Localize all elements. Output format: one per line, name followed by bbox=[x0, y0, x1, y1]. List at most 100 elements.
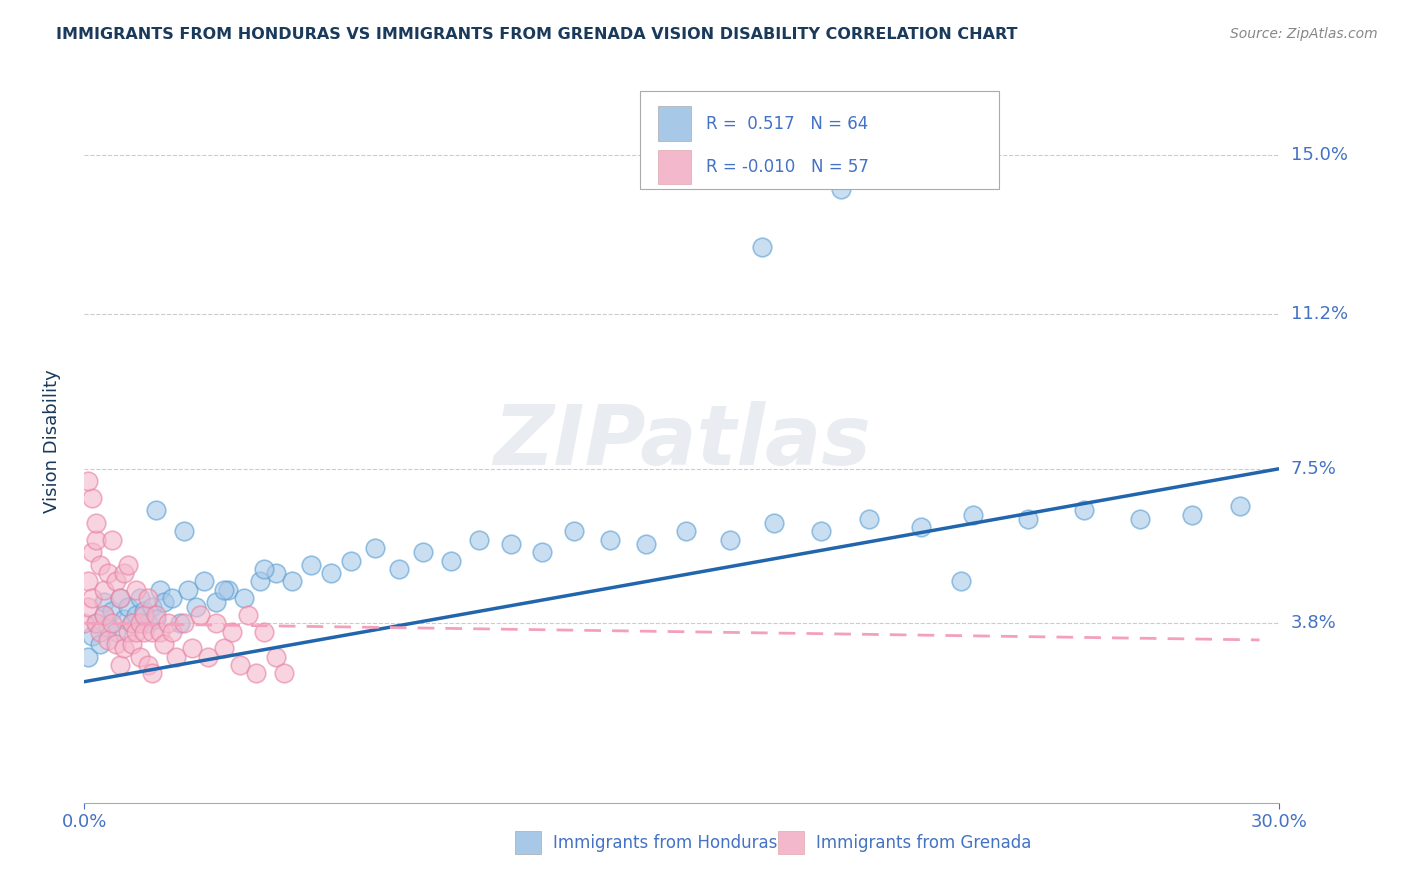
Point bbox=[177, 582, 200, 597]
Point bbox=[1018, 512, 1040, 526]
Point bbox=[197, 649, 219, 664]
Point bbox=[129, 616, 152, 631]
Point bbox=[112, 566, 135, 580]
Point bbox=[82, 545, 104, 559]
Point bbox=[112, 641, 135, 656]
Text: 11.2%: 11.2% bbox=[1291, 305, 1348, 323]
Point bbox=[221, 624, 243, 639]
Point bbox=[101, 604, 124, 618]
Point bbox=[145, 503, 167, 517]
Point bbox=[86, 616, 108, 631]
Point bbox=[962, 508, 984, 522]
Point bbox=[212, 582, 235, 597]
Point bbox=[86, 533, 108, 547]
Point bbox=[184, 599, 207, 614]
Point bbox=[89, 624, 111, 639]
Point bbox=[136, 657, 159, 672]
Point bbox=[212, 641, 235, 656]
Point bbox=[141, 624, 163, 639]
Point bbox=[121, 616, 143, 631]
Y-axis label: Vision Disability: Vision Disability bbox=[42, 369, 60, 514]
Point bbox=[121, 616, 143, 631]
Point bbox=[236, 607, 259, 622]
Text: R =  0.517   N = 64: R = 0.517 N = 64 bbox=[706, 115, 868, 133]
Point bbox=[440, 553, 463, 567]
Point bbox=[110, 591, 132, 606]
Point bbox=[1073, 503, 1095, 517]
Point bbox=[89, 558, 111, 572]
Point bbox=[97, 632, 120, 647]
Point bbox=[321, 566, 343, 580]
Point bbox=[160, 624, 183, 639]
Point bbox=[301, 558, 323, 572]
FancyBboxPatch shape bbox=[515, 831, 541, 855]
Text: Source: ZipAtlas.com: Source: ZipAtlas.com bbox=[1230, 27, 1378, 41]
Point bbox=[149, 582, 172, 597]
Point bbox=[232, 591, 254, 606]
Text: 7.5%: 7.5% bbox=[1291, 459, 1337, 478]
Point bbox=[117, 599, 139, 614]
Point bbox=[93, 607, 115, 622]
Point bbox=[132, 624, 156, 639]
Text: IMMIGRANTS FROM HONDURAS VS IMMIGRANTS FROM GRENADA VISION DISABILITY CORRELATIO: IMMIGRANTS FROM HONDURAS VS IMMIGRANTS F… bbox=[56, 27, 1018, 42]
Point bbox=[132, 604, 156, 618]
Point bbox=[149, 624, 172, 639]
Point bbox=[153, 595, 176, 609]
Point bbox=[264, 649, 287, 664]
Point bbox=[160, 591, 183, 606]
Point bbox=[264, 566, 287, 580]
Point bbox=[77, 574, 100, 589]
Point bbox=[468, 533, 491, 547]
Point bbox=[858, 512, 880, 526]
Point bbox=[89, 637, 111, 651]
Point bbox=[141, 599, 163, 614]
Point bbox=[77, 474, 100, 488]
Point bbox=[125, 607, 148, 622]
Point bbox=[105, 574, 128, 589]
Point bbox=[675, 524, 697, 539]
FancyBboxPatch shape bbox=[658, 106, 692, 141]
Point bbox=[125, 582, 148, 597]
Point bbox=[1129, 512, 1152, 526]
Point bbox=[121, 637, 143, 651]
Point bbox=[229, 657, 252, 672]
Point bbox=[531, 545, 554, 559]
Point bbox=[751, 240, 773, 254]
Point bbox=[1229, 500, 1251, 514]
Point bbox=[93, 595, 115, 609]
Point bbox=[388, 562, 411, 576]
Point bbox=[249, 574, 271, 589]
Point bbox=[217, 582, 239, 597]
Point bbox=[830, 182, 852, 196]
Point bbox=[364, 541, 387, 555]
Point bbox=[340, 553, 363, 567]
Point bbox=[280, 574, 302, 589]
Point bbox=[136, 616, 159, 631]
Point bbox=[153, 637, 176, 651]
Text: 3.8%: 3.8% bbox=[1291, 615, 1336, 632]
Point bbox=[173, 524, 195, 539]
Point bbox=[97, 566, 120, 580]
Point bbox=[129, 591, 152, 606]
Text: R = -0.010   N = 57: R = -0.010 N = 57 bbox=[706, 158, 869, 176]
Point bbox=[136, 591, 159, 606]
Point bbox=[117, 558, 139, 572]
Point bbox=[77, 649, 100, 664]
Point bbox=[86, 516, 108, 530]
Point bbox=[245, 666, 267, 681]
Point bbox=[73, 616, 96, 631]
Point bbox=[273, 666, 295, 681]
Text: ZIPatlas: ZIPatlas bbox=[494, 401, 870, 482]
Point bbox=[412, 545, 434, 559]
Point bbox=[93, 582, 115, 597]
Point bbox=[82, 629, 104, 643]
Point bbox=[762, 516, 785, 530]
Point bbox=[165, 649, 187, 664]
Point bbox=[101, 616, 124, 631]
Point bbox=[82, 591, 104, 606]
Point bbox=[181, 641, 204, 656]
Point bbox=[101, 533, 124, 547]
Point bbox=[205, 595, 228, 609]
Text: Immigrants from Honduras: Immigrants from Honduras bbox=[553, 833, 778, 852]
Point bbox=[82, 491, 104, 505]
